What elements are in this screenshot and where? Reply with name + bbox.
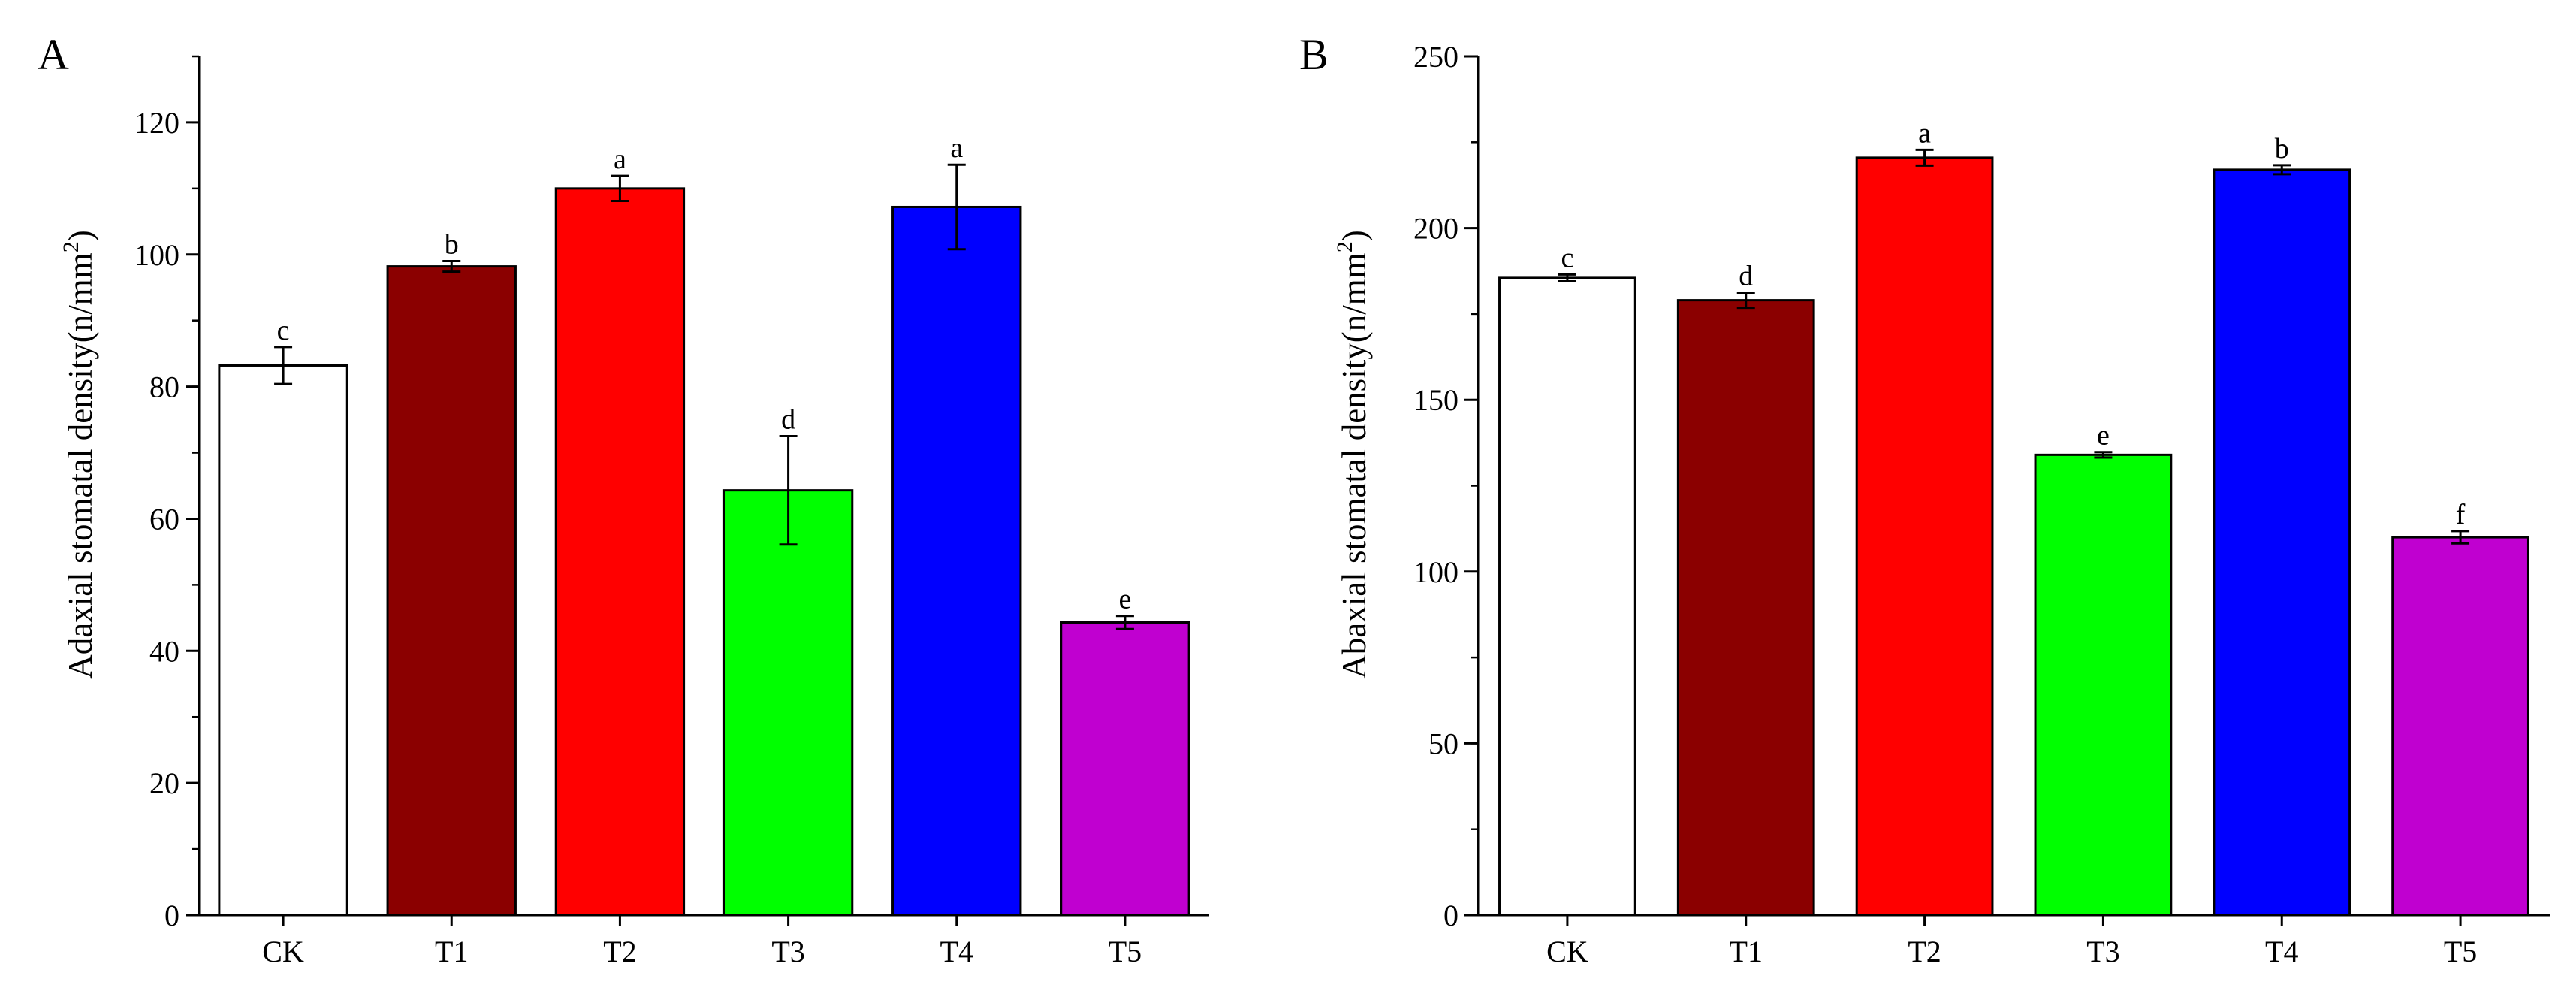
x-tick-label-t2: T2	[1908, 935, 1941, 968]
y-tick-label: 0	[1443, 899, 1458, 932]
x-tick-label-t3: T3	[771, 935, 804, 968]
panel-a: A Adaxial stomatal density(n/mm2) c CK b T1…	[38, 30, 1209, 968]
y-tick-label: 120	[134, 106, 179, 140]
significance-label-t3: e	[2097, 420, 2110, 452]
panel-b: B Abaxial stomatal density(n/mm2) c CK d T1…	[1299, 30, 2550, 968]
y-tick-label: 40	[149, 634, 179, 668]
y-axis-title-a-close: )	[62, 230, 99, 241]
bar-t4	[2213, 168, 2351, 917]
y-tick-label: 60	[149, 502, 179, 536]
bar-t5	[2391, 536, 2529, 917]
bar-ck	[1498, 276, 1636, 917]
significance-label-t5: e	[1118, 584, 1131, 615]
y-axis-title-b: Abaxial stomatal density(n/mm2)	[1332, 230, 1373, 678]
plot-area-b: c CK d T1 a T2 e T3 b T4 f T5 0 50 100 150 200 250	[1413, 40, 2550, 968]
y-tick-label: 150	[1413, 383, 1458, 417]
y-tick-label: 80	[149, 370, 179, 404]
y-tick-label: 100	[134, 238, 179, 272]
bar-t5	[1060, 621, 1190, 917]
bar-t1	[1676, 299, 1815, 917]
significance-label-t1: d	[1739, 261, 1753, 292]
x-tick-label-t5: T5	[2444, 935, 2477, 968]
x-tick-label-t4: T4	[940, 935, 973, 968]
x-tick-label-t2: T2	[603, 935, 636, 968]
bar-t3	[2034, 453, 2173, 917]
y-tick-label: 50	[1428, 727, 1458, 760]
significance-label-t3: d	[781, 404, 795, 436]
bar-ck	[218, 364, 348, 917]
significance-label-t5: f	[2456, 499, 2466, 530]
significance-label-t2: a	[1918, 117, 1931, 149]
x-tick-label-ck: CK	[1546, 935, 1588, 968]
significance-label-t1: b	[445, 229, 459, 261]
significance-label-t4: b	[2275, 133, 2289, 165]
bar-t2	[554, 187, 686, 917]
y-tick-label: 0	[164, 899, 179, 932]
panel-label-a: A	[38, 30, 69, 79]
significance-label-ck: c	[277, 315, 290, 346]
x-tick-label-ck: CK	[262, 935, 304, 968]
y-tick-label: 200	[1413, 212, 1458, 246]
y-axis-title-a: Adaxial stomatal density(n/mm2)	[59, 230, 99, 678]
significance-label-t4: a	[950, 132, 963, 164]
bar-t3	[722, 489, 854, 917]
y-tick-label: 20	[149, 766, 179, 800]
y-axis-title-b-close: )	[1335, 230, 1373, 241]
x-tick-label-t4: T4	[2265, 935, 2298, 968]
panel-label-b: B	[1299, 30, 1329, 79]
y-axis-title-b-sup: 2	[1332, 241, 1357, 252]
bar-t1	[386, 265, 517, 917]
x-tick-label-t1: T1	[435, 935, 468, 968]
bar-t4	[891, 205, 1022, 917]
y-tick-label: 100	[1413, 555, 1458, 589]
x-tick-label-t1: T1	[1730, 935, 1763, 968]
plot-area-a: c CK b T1 a T2 d T3 a T4 e T5 0 20 40 60 80 100 120	[134, 55, 1209, 968]
bar-t2	[1855, 156, 1994, 917]
y-axis-title-a-sup: 2	[59, 241, 83, 252]
x-tick-label-t5: T5	[1109, 935, 1142, 968]
y-axis-title-b-text: Abaxial stomatal density(n/mm	[1335, 252, 1373, 678]
y-axis-title-a-text: Adaxial stomatal density(n/mm	[62, 252, 99, 678]
x-tick-label-t3: T3	[2086, 935, 2119, 968]
y-tick-label: 250	[1413, 40, 1458, 74]
significance-label-ck: c	[1561, 242, 1573, 273]
significance-label-t2: a	[614, 144, 626, 175]
